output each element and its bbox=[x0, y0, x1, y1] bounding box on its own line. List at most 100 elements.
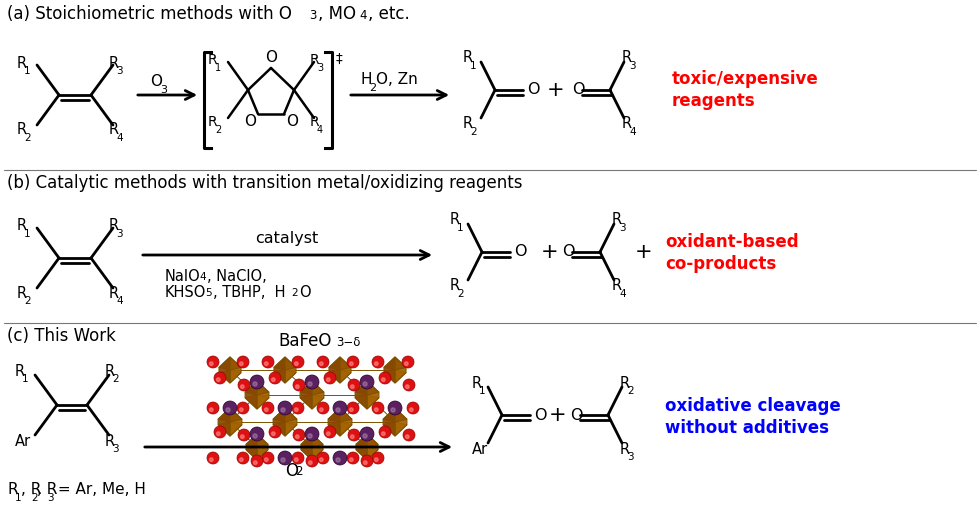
Polygon shape bbox=[246, 434, 257, 460]
Circle shape bbox=[381, 378, 385, 382]
Polygon shape bbox=[355, 381, 379, 395]
Circle shape bbox=[226, 408, 230, 412]
Text: R: R bbox=[109, 286, 120, 301]
Polygon shape bbox=[219, 357, 230, 383]
Circle shape bbox=[317, 356, 329, 368]
Polygon shape bbox=[245, 395, 269, 409]
Text: reagents: reagents bbox=[672, 92, 756, 110]
Circle shape bbox=[364, 461, 368, 464]
Circle shape bbox=[374, 362, 378, 365]
Polygon shape bbox=[355, 395, 379, 409]
Polygon shape bbox=[273, 408, 297, 422]
Text: O: O bbox=[285, 462, 298, 480]
Circle shape bbox=[336, 458, 340, 462]
Text: 3: 3 bbox=[116, 229, 122, 239]
Circle shape bbox=[402, 356, 414, 368]
Text: +: + bbox=[635, 242, 653, 262]
Text: O: O bbox=[570, 407, 582, 423]
Text: O: O bbox=[527, 83, 540, 97]
Circle shape bbox=[269, 372, 281, 384]
Circle shape bbox=[319, 362, 323, 365]
Polygon shape bbox=[301, 447, 323, 460]
Circle shape bbox=[237, 402, 249, 414]
Circle shape bbox=[296, 385, 299, 388]
Text: BaFeO: BaFeO bbox=[278, 332, 331, 350]
Circle shape bbox=[410, 408, 414, 411]
Circle shape bbox=[207, 402, 219, 414]
Circle shape bbox=[250, 427, 264, 441]
Polygon shape bbox=[257, 381, 269, 409]
Text: 3: 3 bbox=[317, 63, 323, 73]
Circle shape bbox=[210, 458, 213, 462]
Circle shape bbox=[292, 402, 304, 414]
Text: 2: 2 bbox=[470, 127, 476, 137]
Text: 3−δ: 3−δ bbox=[336, 336, 361, 349]
Text: R: R bbox=[620, 376, 630, 390]
Circle shape bbox=[403, 429, 415, 441]
Circle shape bbox=[381, 432, 385, 436]
Text: Ar: Ar bbox=[472, 442, 488, 457]
Text: 2: 2 bbox=[215, 125, 221, 135]
Text: +: + bbox=[549, 405, 566, 425]
Polygon shape bbox=[329, 357, 351, 370]
Circle shape bbox=[253, 382, 257, 386]
Text: 3: 3 bbox=[627, 452, 634, 462]
Circle shape bbox=[317, 452, 329, 464]
Circle shape bbox=[374, 458, 378, 462]
Polygon shape bbox=[312, 381, 324, 409]
Text: , MO: , MO bbox=[318, 5, 356, 23]
Polygon shape bbox=[383, 408, 407, 422]
Text: 1: 1 bbox=[24, 229, 30, 239]
Circle shape bbox=[319, 458, 323, 462]
Text: O: O bbox=[244, 114, 256, 129]
Text: 1: 1 bbox=[15, 493, 22, 503]
Polygon shape bbox=[367, 434, 378, 460]
Circle shape bbox=[309, 461, 312, 464]
Circle shape bbox=[306, 455, 318, 467]
Circle shape bbox=[262, 402, 274, 414]
Circle shape bbox=[210, 408, 213, 411]
Circle shape bbox=[237, 356, 249, 368]
Polygon shape bbox=[355, 381, 367, 409]
Circle shape bbox=[295, 408, 298, 411]
Text: 2: 2 bbox=[295, 465, 303, 478]
Polygon shape bbox=[274, 370, 296, 383]
Circle shape bbox=[250, 375, 264, 389]
Text: NaIO: NaIO bbox=[165, 269, 201, 284]
Text: R: R bbox=[463, 116, 473, 131]
Text: catalyst: catalyst bbox=[256, 230, 318, 246]
Text: 1: 1 bbox=[22, 374, 28, 384]
Text: R: R bbox=[208, 53, 218, 67]
Polygon shape bbox=[395, 408, 407, 436]
Circle shape bbox=[254, 461, 257, 464]
Text: 3: 3 bbox=[112, 444, 119, 454]
Polygon shape bbox=[300, 381, 324, 395]
Text: 4: 4 bbox=[199, 272, 206, 282]
Circle shape bbox=[278, 401, 292, 415]
Circle shape bbox=[348, 379, 360, 391]
Circle shape bbox=[326, 432, 330, 436]
Circle shape bbox=[207, 356, 219, 368]
Text: 1: 1 bbox=[479, 386, 486, 396]
Circle shape bbox=[240, 435, 244, 439]
Circle shape bbox=[210, 362, 213, 365]
Polygon shape bbox=[356, 434, 367, 460]
Circle shape bbox=[324, 426, 336, 438]
Text: 1: 1 bbox=[457, 223, 464, 233]
Circle shape bbox=[238, 429, 250, 441]
Polygon shape bbox=[384, 357, 395, 383]
Circle shape bbox=[269, 426, 281, 438]
Circle shape bbox=[207, 452, 219, 464]
Text: R: R bbox=[620, 442, 630, 457]
Text: toxic/expensive: toxic/expensive bbox=[672, 70, 818, 88]
Text: O: O bbox=[572, 83, 584, 97]
Text: 3: 3 bbox=[629, 61, 636, 71]
Text: 2: 2 bbox=[24, 296, 30, 306]
Text: 3: 3 bbox=[309, 9, 317, 22]
Circle shape bbox=[281, 408, 285, 412]
Circle shape bbox=[317, 402, 329, 414]
Text: 4: 4 bbox=[619, 289, 625, 299]
Text: 2: 2 bbox=[627, 386, 634, 396]
Polygon shape bbox=[273, 408, 285, 436]
Text: R: R bbox=[109, 55, 120, 70]
